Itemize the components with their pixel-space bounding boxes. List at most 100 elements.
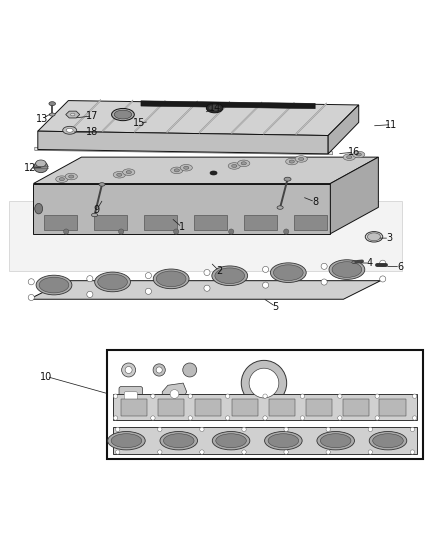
Circle shape <box>262 282 268 288</box>
Polygon shape <box>162 383 187 405</box>
Text: 13: 13 <box>36 114 48 124</box>
Text: 8: 8 <box>312 197 318 207</box>
Ellipse shape <box>352 261 355 263</box>
Circle shape <box>158 450 162 454</box>
Ellipse shape <box>156 271 186 287</box>
Circle shape <box>375 416 379 420</box>
Text: 4: 4 <box>367 258 373 268</box>
Circle shape <box>156 367 162 373</box>
Ellipse shape <box>317 432 354 450</box>
Circle shape <box>28 279 34 285</box>
FancyBboxPatch shape <box>124 392 138 403</box>
Bar <box>244 215 277 230</box>
Circle shape <box>413 416 417 420</box>
Circle shape <box>200 427 204 432</box>
Ellipse shape <box>286 158 298 165</box>
Ellipse shape <box>321 434 351 448</box>
Circle shape <box>226 394 230 398</box>
FancyBboxPatch shape <box>119 386 143 408</box>
Bar <box>158 399 184 416</box>
Circle shape <box>375 394 379 398</box>
Ellipse shape <box>160 432 198 450</box>
Ellipse shape <box>184 166 189 169</box>
Circle shape <box>380 276 386 282</box>
Ellipse shape <box>63 126 77 134</box>
Ellipse shape <box>112 108 134 120</box>
Circle shape <box>321 263 327 269</box>
Bar <box>194 215 227 230</box>
Text: 3: 3 <box>386 233 392 243</box>
Polygon shape <box>29 281 381 299</box>
Ellipse shape <box>232 164 237 167</box>
Circle shape <box>204 270 210 276</box>
Polygon shape <box>33 157 378 183</box>
Circle shape <box>116 427 120 432</box>
Circle shape <box>153 364 165 376</box>
Ellipse shape <box>69 175 74 178</box>
Text: 16: 16 <box>348 147 360 157</box>
Text: 1: 1 <box>179 222 185 232</box>
Bar <box>195 399 221 416</box>
Ellipse shape <box>114 110 132 119</box>
Circle shape <box>188 416 192 420</box>
Ellipse shape <box>108 432 145 450</box>
Ellipse shape <box>66 128 73 132</box>
Ellipse shape <box>153 269 189 289</box>
Ellipse shape <box>36 275 72 295</box>
Circle shape <box>145 272 152 279</box>
Ellipse shape <box>111 434 142 448</box>
Ellipse shape <box>332 262 362 278</box>
Circle shape <box>284 229 289 234</box>
Circle shape <box>262 266 268 272</box>
Circle shape <box>300 416 305 420</box>
Ellipse shape <box>35 160 46 167</box>
Text: 18: 18 <box>86 127 99 137</box>
Ellipse shape <box>295 156 307 162</box>
Circle shape <box>188 394 192 398</box>
Circle shape <box>368 427 372 432</box>
Circle shape <box>410 450 415 454</box>
Circle shape <box>410 427 415 432</box>
Circle shape <box>413 394 417 398</box>
Bar <box>306 399 332 416</box>
Circle shape <box>125 367 132 374</box>
Text: 15: 15 <box>133 118 146 128</box>
Ellipse shape <box>95 272 131 292</box>
Ellipse shape <box>123 169 135 175</box>
Ellipse shape <box>99 183 105 186</box>
Ellipse shape <box>113 172 125 178</box>
Circle shape <box>204 285 210 291</box>
Ellipse shape <box>56 176 68 182</box>
Bar <box>107 350 424 459</box>
Circle shape <box>170 390 179 398</box>
Ellipse shape <box>208 105 221 111</box>
Ellipse shape <box>268 434 299 448</box>
Circle shape <box>151 416 155 420</box>
Bar <box>232 399 258 416</box>
Polygon shape <box>66 111 80 118</box>
Circle shape <box>300 394 305 398</box>
Ellipse shape <box>180 165 192 171</box>
Bar <box>94 215 127 230</box>
Bar <box>113 394 417 420</box>
Circle shape <box>226 416 230 420</box>
Ellipse shape <box>59 177 64 181</box>
Polygon shape <box>134 100 165 133</box>
Ellipse shape <box>171 167 183 174</box>
Circle shape <box>87 276 93 282</box>
Ellipse shape <box>212 432 250 450</box>
Polygon shape <box>10 201 403 271</box>
Circle shape <box>249 368 279 398</box>
Circle shape <box>158 427 162 432</box>
Ellipse shape <box>210 171 217 175</box>
Circle shape <box>321 279 327 285</box>
Ellipse shape <box>98 274 127 290</box>
Circle shape <box>338 416 342 420</box>
Text: 12: 12 <box>24 163 36 173</box>
Ellipse shape <box>299 157 304 160</box>
Circle shape <box>119 229 124 234</box>
Ellipse shape <box>71 113 75 116</box>
Ellipse shape <box>273 265 303 280</box>
Polygon shape <box>264 102 294 134</box>
Text: 5: 5 <box>272 302 279 312</box>
